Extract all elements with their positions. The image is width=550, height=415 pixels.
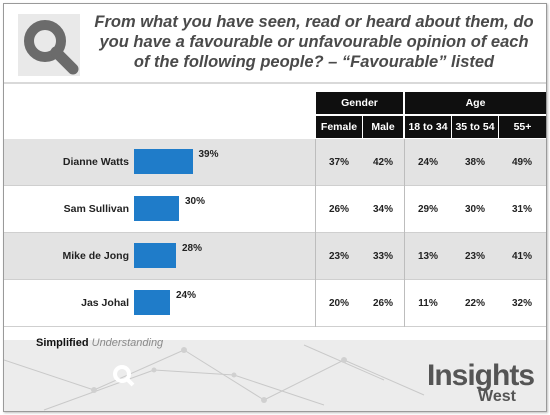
age-group-header: Age — [405, 92, 546, 114]
breakdown-cell: 42% — [372, 157, 393, 168]
tagline-understanding: Understanding — [91, 337, 164, 349]
breakdown-cell: 23% — [464, 251, 485, 262]
row-divider — [4, 326, 546, 327]
bar-value-label: 30% — [185, 196, 206, 207]
favourable-bar — [134, 149, 193, 174]
breakdown-cell: 24% — [417, 157, 438, 168]
person-name: Mike de Jong — [62, 250, 129, 262]
breakdown-cell: 41% — [511, 251, 532, 262]
table-row: Sam Sullivan 30% 26% 34% 29% 30% 31% — [4, 186, 546, 233]
row-divider — [4, 185, 546, 186]
tagline-simplified: Simplified — [36, 337, 89, 349]
survey-slide: From what you have seen, read or heard a… — [3, 3, 547, 412]
brand-logo-west: West — [478, 388, 516, 405]
slide-header: From what you have seen, read or heard a… — [4, 4, 546, 84]
survey-question: From what you have seen, read or heard a… — [94, 13, 534, 71]
breakdown-cell: 11% — [418, 298, 438, 309]
col-header-35-54: 35 to 54 — [452, 116, 498, 138]
network-background-graphic — [4, 344, 425, 411]
col-header-female: Female — [316, 116, 362, 138]
breakdown-cell: 29% — [417, 204, 438, 215]
person-name: Dianne Watts — [62, 156, 129, 168]
table-row: Jas Johal 24% 20% 26% 11% 22% 32% — [4, 280, 546, 327]
row-divider — [4, 232, 546, 233]
bar-value-label: 24% — [176, 290, 197, 301]
favourable-bar — [134, 290, 170, 315]
row-divider — [4, 279, 546, 280]
table-row: Dianne Watts 39% 37% 42% 24% 38% 49% — [4, 139, 546, 186]
col-header-male: Male — [363, 116, 403, 138]
breakdown-cell: 22% — [464, 298, 485, 309]
footer-banner — [4, 340, 546, 411]
breakdown-cell: 34% — [372, 204, 393, 215]
favourable-bar — [134, 196, 179, 221]
col-header-18-34: 18 to 34 — [405, 116, 451, 138]
bar-value-label: 28% — [182, 243, 203, 254]
breakdown-cell: 31% — [511, 204, 532, 215]
breakdown-cell: 38% — [464, 157, 485, 168]
breakdown-cell: 13% — [417, 251, 438, 262]
col-header-55-plus: 55+ — [499, 116, 546, 138]
magnifier-q-logo-icon — [18, 14, 80, 76]
column-divider — [404, 139, 405, 327]
breakdown-cell: 30% — [464, 204, 485, 215]
breakdown-cell: 26% — [372, 298, 393, 309]
gender-group-header: Gender — [316, 92, 403, 114]
person-name: Sam Sullivan — [63, 203, 129, 215]
favourable-bar — [134, 243, 176, 268]
breakdown-cell: 49% — [511, 157, 532, 168]
breakdown-cell: 23% — [328, 251, 349, 262]
brand-logo-insights: Insights — [427, 359, 535, 392]
bar-value-label: 39% — [198, 149, 219, 160]
breakdown-cell: 37% — [328, 157, 349, 168]
breakdown-cell: 32% — [511, 298, 532, 309]
breakdown-cell: 33% — [372, 251, 393, 262]
breakdown-cell: 26% — [328, 204, 349, 215]
results-table: Gender Age Female Male 18 to 34 35 to 54… — [4, 92, 546, 332]
table-row: Mike de Jong 28% 23% 33% 13% 23% 41% — [4, 233, 546, 280]
column-divider — [315, 139, 316, 327]
breakdown-cell: 20% — [328, 298, 349, 309]
faint-q-icon — [113, 365, 135, 387]
person-name: Jas Johal — [81, 297, 129, 309]
tagline: Simplified Understanding — [36, 337, 163, 349]
